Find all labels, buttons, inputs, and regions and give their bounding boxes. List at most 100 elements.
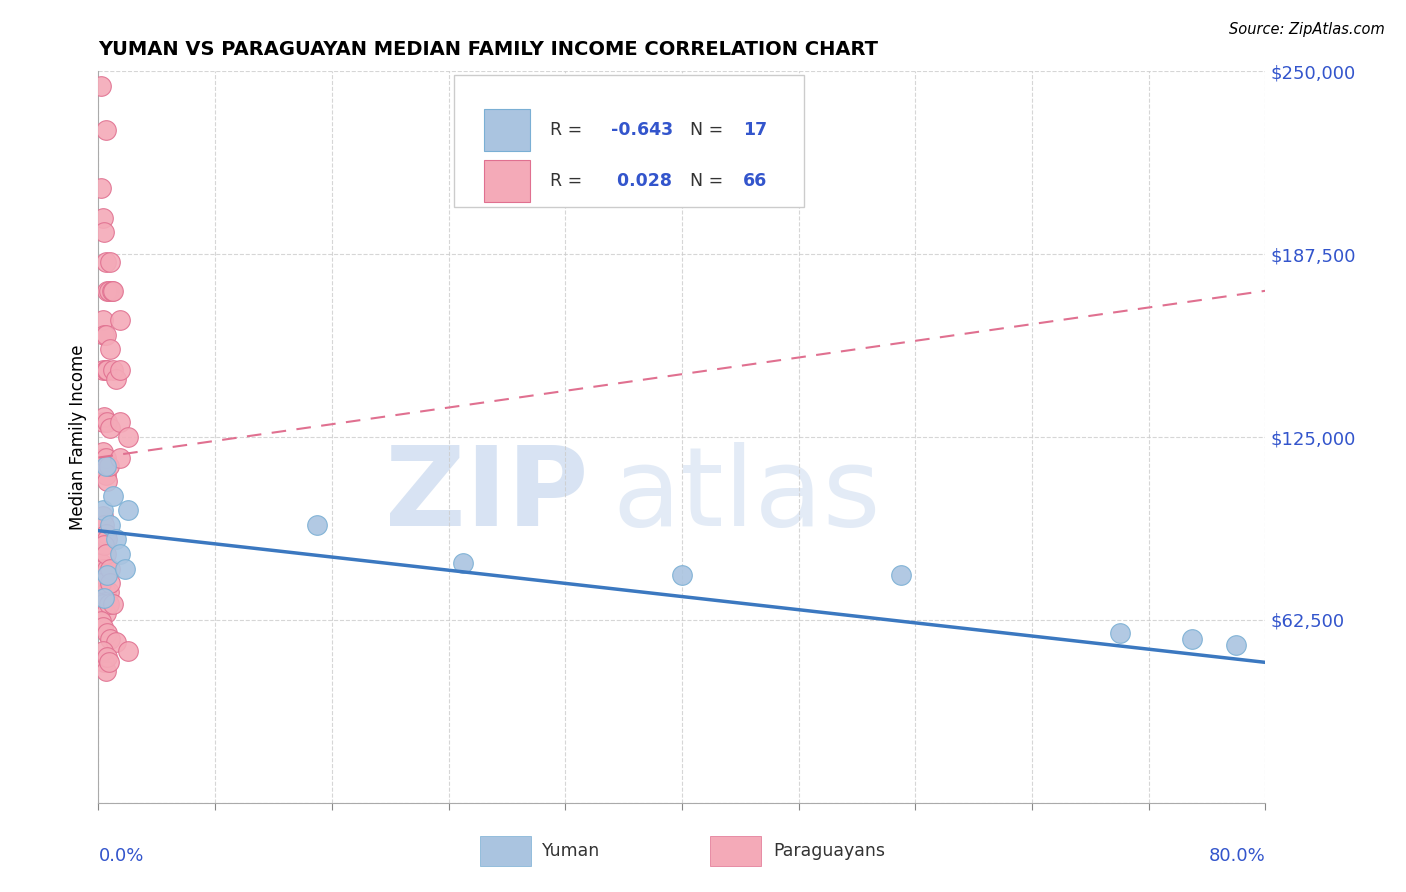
Point [93, 225, 115, 239]
Point [98, 343, 121, 357]
Point [93, 591, 115, 605]
Point [97, 284, 120, 298]
Point [94, 526, 117, 541]
Point [1181, 632, 1204, 646]
Point [890, 567, 912, 582]
Point [110, 363, 132, 377]
Point [90, 556, 112, 570]
Point [94, 327, 117, 342]
Point [91, 363, 114, 377]
Point [94, 606, 117, 620]
Point [96, 416, 118, 430]
Point [93, 327, 115, 342]
Point [96, 562, 118, 576]
Point [93, 656, 115, 670]
Point [101, 363, 124, 377]
Text: Paraguayans: Paraguayans [773, 842, 884, 860]
Point [93, 538, 115, 552]
Point [94, 363, 117, 377]
Point [96, 567, 118, 582]
Text: -0.643: -0.643 [610, 121, 673, 139]
Text: Source: ZipAtlas.com: Source: ZipAtlas.com [1229, 22, 1385, 37]
Text: 80.0%: 80.0% [1209, 847, 1265, 864]
Point [90, 576, 112, 591]
Point [110, 313, 132, 327]
Point [91, 503, 114, 517]
Point [94, 664, 117, 678]
Point [94, 254, 117, 268]
Point [94, 547, 117, 561]
Text: 17: 17 [742, 121, 766, 139]
Point [91, 450, 114, 465]
Point [451, 556, 474, 570]
Point [96, 284, 118, 298]
Point [97, 597, 120, 611]
Point [90, 78, 112, 93]
Point [94, 468, 117, 483]
Point [91, 620, 114, 634]
Text: R =: R = [550, 172, 588, 190]
Point [91, 509, 114, 524]
Point [98, 576, 121, 591]
Point [94, 123, 117, 137]
Point [110, 547, 132, 561]
Point [98, 517, 121, 532]
Point [1225, 638, 1247, 652]
Point [91, 416, 114, 430]
Point [93, 567, 115, 582]
Point [97, 459, 120, 474]
FancyBboxPatch shape [454, 75, 804, 207]
Point [91, 444, 114, 458]
Point [114, 562, 136, 576]
Point [93, 517, 115, 532]
Point [101, 597, 124, 611]
Point [94, 585, 117, 599]
Point [98, 632, 121, 646]
Point [94, 450, 117, 465]
Point [94, 459, 117, 474]
FancyBboxPatch shape [484, 161, 530, 202]
Point [96, 474, 118, 488]
Point [307, 517, 329, 532]
Text: N =: N = [690, 121, 728, 139]
Point [90, 615, 112, 629]
Text: YUMAN VS PARAGUAYAN MEDIAN FAMILY INCOME CORRELATION CHART: YUMAN VS PARAGUAYAN MEDIAN FAMILY INCOME… [98, 39, 879, 59]
Point [90, 181, 112, 195]
Point [100, 284, 122, 298]
Point [104, 635, 127, 649]
Point [98, 562, 121, 576]
Point [91, 643, 114, 657]
Point [1108, 626, 1130, 640]
Point [91, 313, 114, 327]
Text: R =: R = [550, 121, 588, 139]
Point [671, 567, 693, 582]
FancyBboxPatch shape [484, 109, 530, 151]
Point [101, 489, 124, 503]
Point [96, 626, 118, 640]
Point [96, 363, 118, 377]
Point [91, 562, 114, 576]
Point [91, 597, 114, 611]
Text: 0.028: 0.028 [610, 172, 672, 190]
Text: ZIP: ZIP [385, 442, 589, 549]
Point [98, 421, 121, 435]
Point [101, 284, 124, 298]
Y-axis label: Median Family Income: Median Family Income [69, 344, 87, 530]
Point [104, 371, 127, 385]
Point [110, 450, 132, 465]
Point [117, 503, 139, 517]
Point [96, 533, 118, 547]
Point [91, 211, 114, 225]
Point [110, 416, 132, 430]
Text: N =: N = [690, 172, 728, 190]
Point [117, 430, 139, 444]
Point [93, 459, 115, 474]
Point [98, 254, 121, 268]
Text: 0.0%: 0.0% [98, 847, 143, 864]
Point [117, 643, 139, 657]
Text: atlas: atlas [612, 442, 880, 549]
Text: 66: 66 [742, 172, 766, 190]
Point [96, 649, 118, 664]
Point [93, 409, 115, 424]
Point [97, 585, 120, 599]
